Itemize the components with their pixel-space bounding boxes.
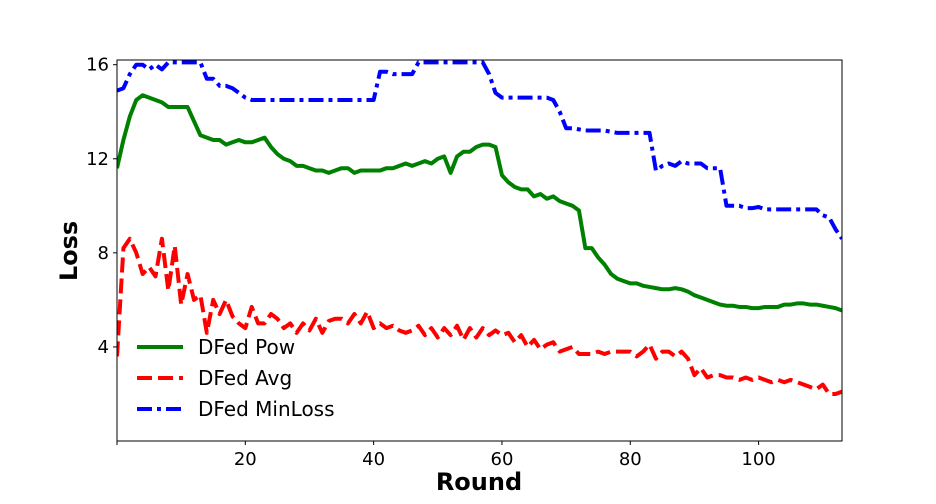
y-tick-label: 8 [98,243,109,264]
y-tick-label: 16 [86,55,109,76]
legend-entry-dfed-pow: DFed Pow [137,335,295,359]
y-axis-ticks: 4 8 12 16 [86,55,117,358]
legend-entry-dfed-avg: DFed Avg [137,366,292,390]
legend-label-dfed-minloss: DFed MinLoss [198,397,335,421]
series-line-2 [117,60,842,240]
plot-frame [116,59,843,442]
legend: DFed Pow DFed Avg DFed MinLoss [137,335,335,421]
y-axis-title: Loss [55,221,83,281]
y-tick-label: 12 [86,149,109,170]
series-layer [117,60,842,396]
x-axis-title: Round [436,468,522,496]
y-tick-label: 4 [98,337,109,358]
x-tick-label: 20 [234,449,257,470]
x-tick-label: 60 [491,449,514,470]
legend-label-dfed-avg: DFed Avg [198,366,292,390]
x-tick-label: 80 [619,449,642,470]
legend-entry-dfed-minloss: DFed MinLoss [137,397,335,421]
x-tick-label: 40 [362,449,385,470]
legend-label-dfed-pow: DFed Pow [198,335,295,359]
series-line-1 [117,236,842,396]
x-tick-label: 100 [741,449,775,470]
x-axis-ticks: 20 40 60 80 100 [116,441,776,470]
series-line-0 [117,93,842,313]
